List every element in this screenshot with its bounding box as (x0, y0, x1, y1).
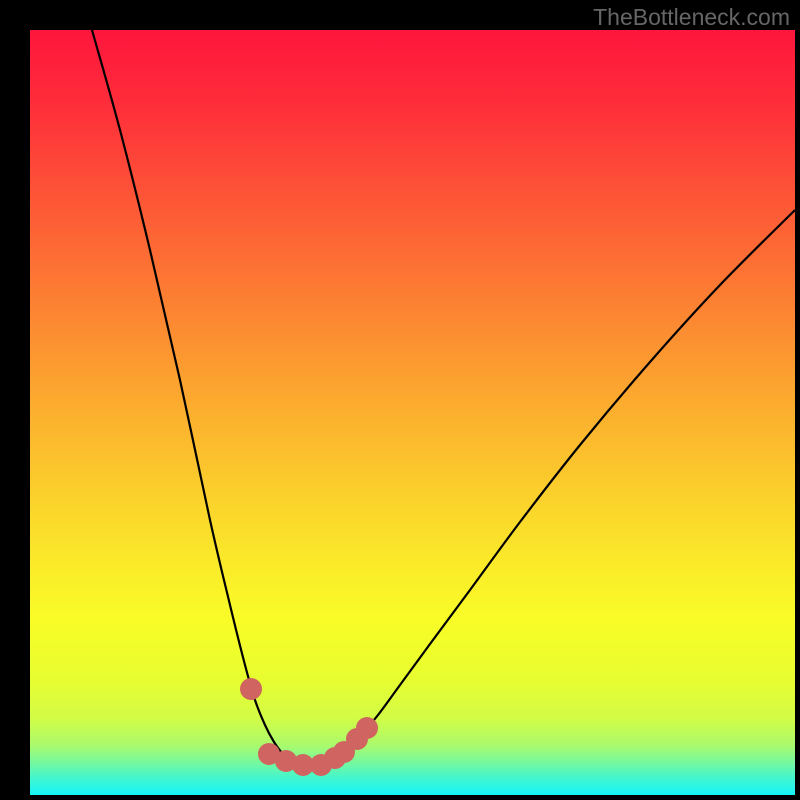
gradient-background (30, 30, 795, 795)
data-marker (356, 717, 378, 739)
data-marker (240, 678, 262, 700)
watermark-text: TheBottleneck.com (593, 4, 790, 31)
bottleneck-chart (0, 0, 800, 800)
